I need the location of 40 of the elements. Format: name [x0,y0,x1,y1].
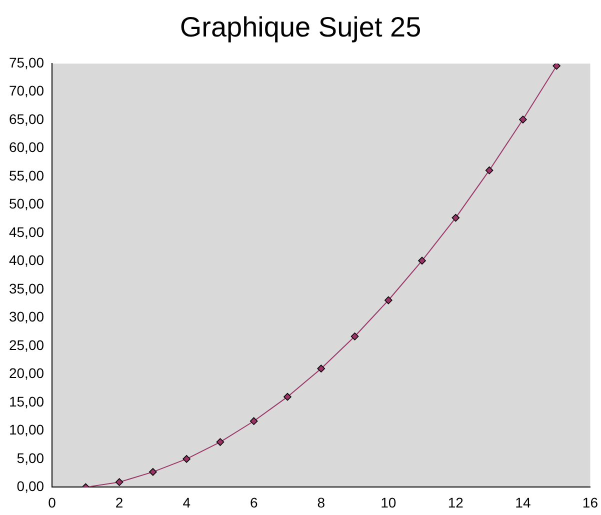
point [350,332,359,340]
point [485,166,494,174]
point [452,214,460,222]
point [519,116,527,124]
y-tick-label: 60,00 [8,139,44,156]
point [149,468,157,476]
y-tick-label: 25,00 [8,336,44,353]
x-tick-label: 16 [582,494,598,510]
y-tick-label: 30,00 [8,308,44,325]
y-tick-label: 70,00 [8,82,44,99]
point [250,417,258,426]
point [284,392,292,401]
y-tick-label: 5,00 [16,450,44,466]
point [384,296,392,304]
x-tick-label: 14 [515,494,531,510]
x-tick-label: 10 [380,494,396,510]
x-tick-label: 8 [317,494,326,510]
x-tick-label: 6 [250,494,258,510]
point [115,478,124,486]
y-tick-label: 40,00 [8,252,44,268]
point [216,438,224,446]
chart-title: Graphique Sujet 25 [180,12,422,43]
point [317,364,326,372]
point [418,256,426,265]
x-tick-label: 4 [182,494,191,510]
y-tick-label: 15,00 [8,393,44,410]
y-tick-label: 10,00 [8,422,44,438]
x-tick-label: 2 [115,494,124,510]
x-tick-label: 0 [48,494,56,510]
y-tick-label: 45,00 [8,224,44,240]
y-tick-label: 65,00 [8,110,44,127]
y-tick-label: 55,00 [8,167,44,184]
y-tick-label: 75,00 [8,54,44,70]
point [182,455,190,463]
y-tick-label: 20,00 [8,365,44,382]
y-tick-label: 0,00 [16,478,44,494]
x-tick-label: 12 [448,494,464,510]
point [552,64,560,70]
y-tick-label: 35,00 [8,280,44,296]
y-tick-label: 50,00 [8,196,44,212]
